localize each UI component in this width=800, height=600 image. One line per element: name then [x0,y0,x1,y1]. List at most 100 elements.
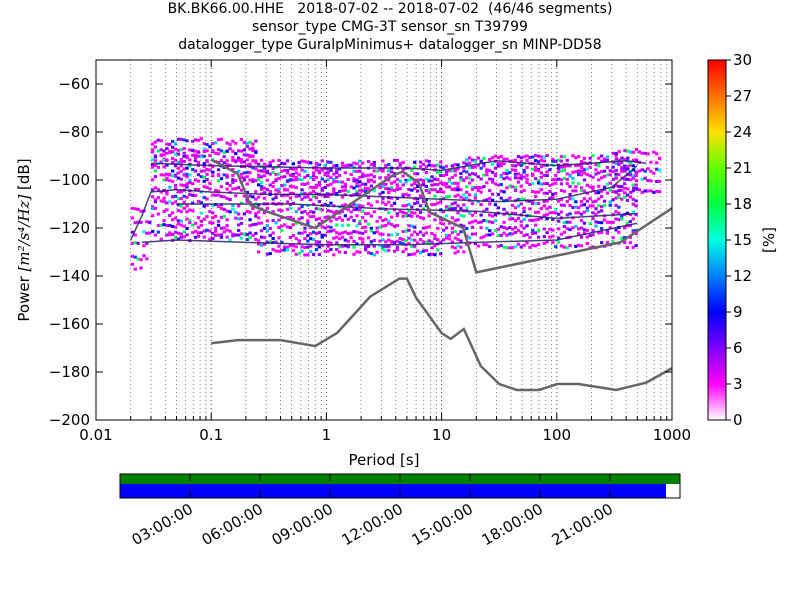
psd-cell-2-15-56 [418,251,423,255]
psd-cell-3-11-7 [485,226,489,230]
psd-cell-2-12-39 [369,229,373,233]
psd-cell-2-1-31 [346,164,350,168]
psd-cell-3-0-43 [588,156,592,160]
psd-cell-3-5-29 [548,183,552,187]
psd-cell-3-13-22 [528,245,532,249]
psd-cell-2-11-8 [280,224,284,228]
psd-cell-1-13-18 [202,217,206,221]
psd-cell-3-4-8 [488,177,492,181]
psd-cell-2-15-40 [372,253,376,257]
psd-cell-3-7-30 [551,195,555,199]
psd-cell-2-1-62 [436,163,440,167]
psd-cell-2-2-54 [413,172,417,176]
psd-cell-1-8-33 [245,182,249,186]
psd-cell-3-5-18 [516,180,521,184]
psd-cell-3-5-36 [568,185,572,188]
psd-cell-1-13-12 [185,217,189,221]
psd-cell-2-4-57 [421,180,426,184]
psd-cell-2-14-46 [390,240,394,244]
psd-cell-1-12-9 [176,209,181,212]
psd-cell-2-4-19 [312,178,316,182]
psd-cell-2-8-61 [433,202,437,206]
psd-cell-3-3-0 [465,170,469,174]
psd-cell-3-9-58 [631,210,635,214]
psd-cell-2-8-69 [456,204,460,208]
psd-cell-2-12-58 [424,231,428,235]
psd-cell-1-3-16 [196,154,201,158]
psd-cell-1-15-11 [182,230,186,234]
psd-cell-2-12-35 [358,231,362,235]
psd-cell-2-4-30 [343,182,347,186]
psd-cell-2-7-26 [332,192,336,196]
psd-cell-1-4-3 [159,160,163,164]
psd-cell-2-0-56 [418,160,423,164]
psd-cell-3-8-11 [496,206,500,210]
psd-cell-2-10-46 [390,215,394,219]
psd-cell-4-4-5 [626,187,630,191]
y-tick-label-3: −120 [49,219,90,237]
psd-cell-1-13-8 [173,216,178,220]
psd-cell-2-6-1 [259,187,264,191]
psd-cell-1-14-16 [196,225,201,229]
psd-cell-2-7-56 [418,194,423,198]
psd-cell-1-9-36 [254,190,258,194]
psd-cell-2-14-40 [372,244,376,248]
psd-cell-2-5-16 [303,183,307,186]
psd-cell-2-8-21 [317,200,321,204]
psd-cell-0-4-3 [139,258,143,262]
psd-cell-1-11-16 [196,199,201,203]
psd-cell-2-5-21 [317,183,321,187]
psd-cell-3-6-44 [591,188,595,192]
psd-cell-2-13-14 [297,239,301,243]
psd-cell-2-4-49 [398,179,402,183]
psd-cell-3-6-56 [625,193,630,197]
psd-cell-4-1-5 [626,156,630,160]
psd-cell-3-6-58 [631,189,635,193]
psd-cell-2-5-1 [259,184,264,188]
psd-cell-3-7-57 [628,195,632,199]
psd-cell-1-10-36 [254,197,258,201]
psd-cell-3-9-28 [545,213,549,217]
psd-cell-3-2-55 [623,166,627,170]
psd-cell-2-14-50 [401,242,405,246]
psd-cell-1-16-9 [176,237,181,241]
psd-cell-2-10-22 [320,219,324,223]
psd-cell-2-8-10 [285,200,290,204]
psd-cell-1-1-1 [153,145,158,149]
psd-cell-2-12-12 [291,234,295,237]
psd-cell-2-0-9 [283,162,287,166]
psd-cell-1-13-13 [188,219,192,222]
psd-cell-3-2-5 [479,166,483,170]
psd-cell-2-15-4 [268,252,272,256]
psd-cell-2-2-58 [424,171,428,174]
psd-cell-2-12-24 [326,229,330,233]
psd-cell-2-12-46 [390,233,394,237]
psd-cell-1-0-31 [239,138,244,141]
psd-cell-2-15-9 [283,248,287,252]
psd-cell-1-13-19 [205,215,209,219]
psd-cell-2-4-17 [306,181,310,185]
noise-model-line-4 [211,277,672,392]
psd-cell-2-15-52 [407,253,411,257]
psd-cell-2-9-26 [332,211,336,215]
psd-cell-3-5-44 [591,185,595,189]
psd-cell-2-1-59 [427,163,431,167]
psd-cell-3-12-41 [582,231,587,235]
psd-cell-4-0-11 [643,151,647,155]
psd-cell-3-12-51 [611,236,615,240]
psd-cell-1-10-7 [171,195,175,199]
psd-cell-2-5-54 [413,187,417,191]
psd-cell-1-7-9 [176,176,181,180]
psd-cell-2-9-13 [294,210,298,213]
psd-cell-3-8-7 [485,207,489,211]
psd-cell-2-13-25 [329,241,333,245]
psd-cell-2-3-18 [309,175,313,179]
psd-cell-2-3-9 [283,175,287,179]
psd-cell-2-11-66 [447,221,452,225]
psd-cell-1-5-21 [211,165,215,169]
psd-cell-3-5-3 [473,186,477,190]
psd-cell-2-7-46 [390,196,394,200]
psd-cell-3-0-11 [496,156,500,160]
psd-cell-2-11-35 [358,222,362,226]
psd-cell-2-5-34 [355,184,359,188]
